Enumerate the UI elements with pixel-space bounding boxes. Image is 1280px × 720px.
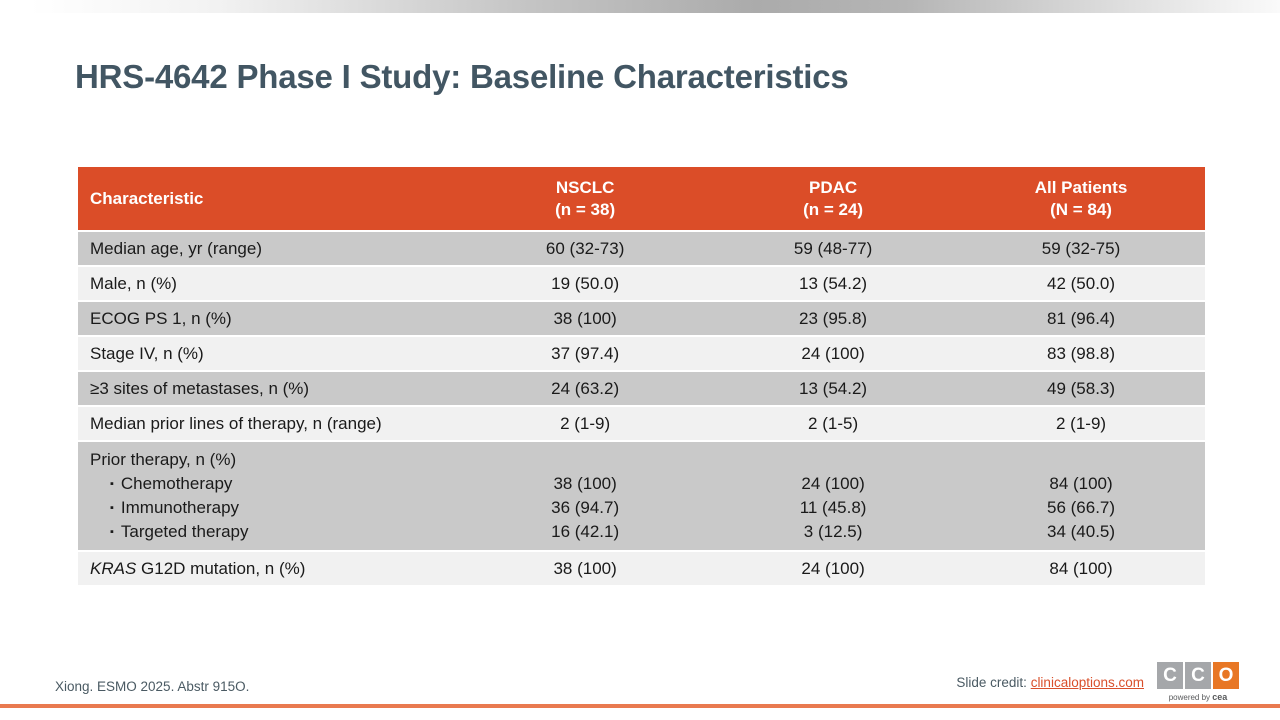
- bullet-item-chemotherapy: ▪ Chemotherapy: [90, 472, 461, 496]
- row-label: ECOG PS 1, n (%): [78, 302, 462, 335]
- bullet-item-label: Chemotherapy: [120, 474, 233, 493]
- table-row-kras: KRAS G12D mutation, n (%) 38 (100) 24 (1…: [78, 552, 1205, 585]
- slide-title: HRS-4642 Phase I Study: Baseline Charact…: [75, 58, 849, 95]
- header-all-patients-line1: All Patients: [1034, 177, 1128, 197]
- value-cell-group: 38 (100) 36 (94.7) 16 (42.1): [461, 442, 710, 550]
- table-row-ecog: ECOG PS 1, n (%) 38 (100) 23 (95.8) 81 (…: [78, 302, 1205, 335]
- row-label-kras: KRAS G12D mutation, n (%): [78, 552, 462, 585]
- group-value: 84 (100): [1049, 474, 1113, 493]
- table-row-male: Male, n (%) 19 (50.0) 13 (54.2) 42 (50.0…: [78, 267, 1205, 300]
- bullet-item-label: Immunotherapy: [120, 498, 240, 517]
- header-all-patients-line2: (N = 84): [1050, 199, 1112, 219]
- cco-logo: C C O powered by cea: [1156, 662, 1240, 702]
- value-cell: 83 (98.8): [957, 337, 1205, 370]
- bullet-item-label: Targeted therapy: [120, 522, 249, 541]
- spacer-line: [709, 448, 957, 472]
- value-cell: 13 (54.2): [709, 267, 958, 300]
- value-cell: 24 (63.2): [461, 372, 710, 405]
- value-cell: 37 (97.4): [461, 337, 710, 370]
- group-value: 56 (66.7): [1047, 498, 1116, 517]
- slide-credit-link[interactable]: clinicaloptions.com: [1030, 675, 1144, 690]
- value-cell-group: 24 (100) 11 (45.8) 3 (12.5): [709, 442, 958, 550]
- header-characteristic: Characteristic: [78, 167, 462, 230]
- spacer-line: [461, 448, 709, 472]
- square-bullet-icon: ▪: [110, 502, 114, 514]
- group-label: Prior therapy, n (%): [90, 450, 237, 469]
- spacer-line: [957, 448, 1205, 472]
- bullet-item-targeted: ▪ Targeted therapy: [90, 520, 461, 544]
- header-all-patients: All Patients (N = 84): [957, 167, 1205, 230]
- value-cell: 81 (96.4): [957, 302, 1205, 335]
- cco-logo-letter-c2: C: [1185, 662, 1211, 689]
- row-label: Median prior lines of therapy, n (range): [78, 407, 462, 440]
- group-value: 38 (100): [553, 474, 617, 493]
- value-cell: 13 (54.2): [709, 372, 958, 405]
- table-row-prior-therapy-group: Prior therapy, n (%) ▪ Chemotherapy ▪ Immu…: [78, 442, 1205, 550]
- header-pdac-line2: (n = 24): [803, 199, 864, 219]
- header-nsclc-line1: NSCLC: [555, 177, 615, 197]
- group-value: 3 (12.5): [803, 522, 863, 541]
- group-value: 34 (40.5): [1047, 522, 1116, 541]
- cco-logo-tagline: powered by cea: [1156, 692, 1240, 702]
- cco-logo-squares: C C O: [1156, 662, 1240, 689]
- slide-credit: Slide credit: clinicaloptions.com: [956, 675, 1144, 690]
- bottom-accent-line: [0, 704, 1280, 708]
- value-cell: 23 (95.8): [709, 302, 958, 335]
- header-pdac-line1: PDAC: [808, 177, 858, 197]
- header-pdac: PDAC (n = 24): [709, 167, 958, 230]
- bullet-item-immunotherapy: ▪ Immunotherapy: [90, 496, 461, 520]
- row-label-group: Prior therapy, n (%) ▪ Chemotherapy ▪ Immu…: [78, 442, 462, 550]
- table-row-prior-lines: Median prior lines of therapy, n (range)…: [78, 407, 1205, 440]
- header-nsclc: NSCLC (n = 38): [461, 167, 710, 230]
- cco-logo-letter-c1: C: [1157, 662, 1183, 689]
- value-cell: 84 (100): [957, 552, 1205, 585]
- row-label: Stage IV, n (%): [78, 337, 462, 370]
- square-bullet-icon: ▪: [110, 478, 114, 490]
- group-value: 16 (42.1): [551, 522, 620, 541]
- tagline-brand: cea: [1212, 692, 1228, 702]
- value-cell: 49 (58.3): [957, 372, 1205, 405]
- value-cell: 42 (50.0): [957, 267, 1205, 300]
- top-gradient-bar: [30, 0, 1280, 13]
- row-label: Male, n (%): [78, 267, 462, 300]
- value-cell: 2 (1-9): [957, 407, 1205, 440]
- value-cell-group: 84 (100) 56 (66.7) 34 (40.5): [957, 442, 1205, 550]
- baseline-characteristics-table: Characteristic NSCLC (n = 38) PDAC (n = …: [78, 165, 1205, 587]
- group-value: 11 (45.8): [799, 498, 867, 517]
- gene-name: KRAS: [90, 558, 137, 578]
- square-bullet-icon: ▪: [110, 526, 114, 538]
- value-cell: 24 (100): [709, 337, 958, 370]
- group-value: 24 (100): [801, 474, 865, 493]
- value-cell: 59 (48-77): [709, 232, 958, 265]
- value-cell: 59 (32-75): [957, 232, 1205, 265]
- citation-text: Xiong. ESMO 2025. Abstr 915O.: [55, 679, 250, 694]
- cco-logo-letter-o: O: [1213, 662, 1239, 689]
- header-nsclc-line2: (n = 38): [555, 199, 616, 219]
- value-cell: 38 (100): [461, 302, 710, 335]
- value-cell: 60 (32-73): [461, 232, 710, 265]
- tagline-prefix: powered by: [1168, 693, 1213, 702]
- row-label: Median age, yr (range): [78, 232, 462, 265]
- table-header-row: Characteristic NSCLC (n = 38) PDAC (n = …: [78, 167, 1205, 230]
- row-label: ≥3 sites of metastases, n (%): [78, 372, 462, 405]
- value-cell: 24 (100): [709, 552, 958, 585]
- table-row-median-age: Median age, yr (range) 60 (32-73) 59 (48…: [78, 232, 1205, 265]
- table-row-metastases-sites: ≥3 sites of metastases, n (%) 24 (63.2) …: [78, 372, 1205, 405]
- value-cell: 2 (1-5): [709, 407, 958, 440]
- slide-credit-label: Slide credit:: [956, 675, 1031, 690]
- row-label-rest: G12D mutation, n (%): [136, 558, 306, 578]
- value-cell: 38 (100): [461, 552, 710, 585]
- value-cell: 19 (50.0): [461, 267, 710, 300]
- table-row-stage-iv: Stage IV, n (%) 37 (97.4) 24 (100) 83 (9…: [78, 337, 1205, 370]
- value-cell: 2 (1-9): [461, 407, 710, 440]
- group-value: 36 (94.7): [551, 498, 620, 517]
